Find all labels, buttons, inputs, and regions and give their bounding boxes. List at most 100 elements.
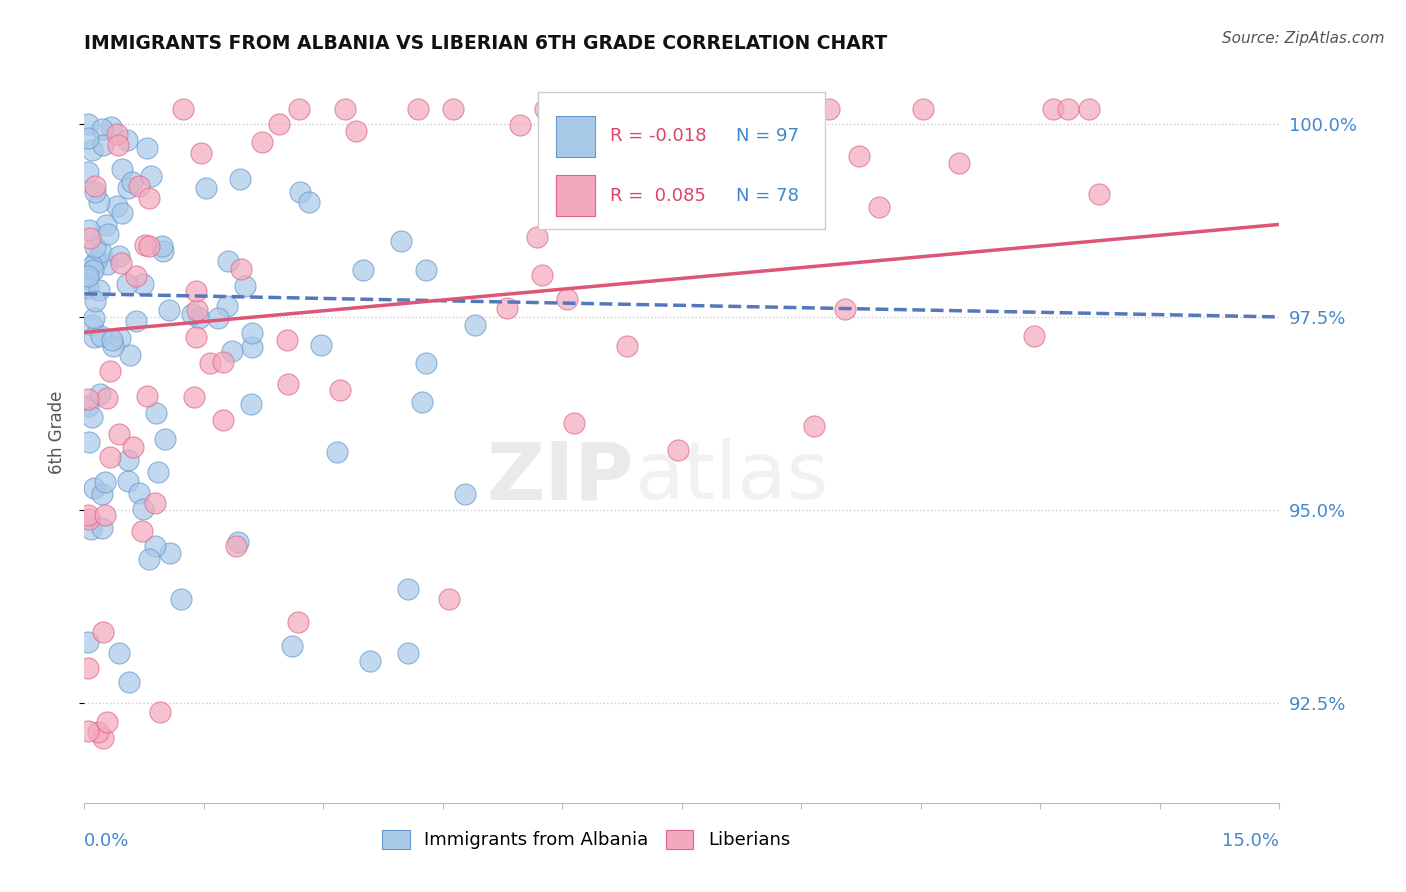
Point xyxy=(111,161,134,176)
Point xyxy=(172,102,194,116)
Point xyxy=(121,175,143,189)
Point xyxy=(159,546,181,560)
Point xyxy=(221,343,243,358)
Point xyxy=(79,231,101,245)
Point xyxy=(1057,102,1080,116)
Point xyxy=(84,293,107,308)
Point xyxy=(83,186,105,200)
Point xyxy=(198,356,221,370)
Point xyxy=(110,256,132,270)
Point xyxy=(98,450,121,464)
Point xyxy=(1022,328,1045,343)
Point xyxy=(96,257,118,271)
Point xyxy=(540,135,562,149)
Point xyxy=(834,301,856,316)
Point xyxy=(91,731,114,745)
Point xyxy=(90,487,112,501)
FancyBboxPatch shape xyxy=(557,176,595,216)
Point xyxy=(186,284,208,298)
Point xyxy=(84,240,107,254)
Text: 15.0%: 15.0% xyxy=(1222,832,1279,850)
Point xyxy=(287,102,309,116)
Point xyxy=(107,137,129,152)
Point xyxy=(82,143,104,157)
Point xyxy=(415,263,437,277)
Point xyxy=(509,118,531,132)
Point xyxy=(207,310,229,325)
Point xyxy=(225,539,247,553)
Point xyxy=(948,156,970,170)
Point xyxy=(415,356,437,370)
Point xyxy=(77,165,100,179)
Point xyxy=(276,333,298,347)
Text: R = -0.018: R = -0.018 xyxy=(610,128,707,145)
Point xyxy=(496,301,519,315)
Point xyxy=(90,245,112,260)
Point xyxy=(138,551,160,566)
Point xyxy=(169,592,191,607)
Point xyxy=(90,329,112,343)
Point xyxy=(280,639,302,653)
Point xyxy=(752,175,775,189)
Point xyxy=(153,433,176,447)
Point xyxy=(235,278,257,293)
Point xyxy=(124,269,146,284)
Point xyxy=(269,117,291,131)
Point xyxy=(80,260,103,274)
Text: ZIP: ZIP xyxy=(486,438,634,516)
Point xyxy=(454,487,477,501)
Point xyxy=(792,102,814,116)
Point xyxy=(240,340,263,354)
Point xyxy=(1088,187,1111,202)
Point xyxy=(212,412,235,426)
Point xyxy=(464,318,486,333)
Point xyxy=(396,646,419,660)
FancyBboxPatch shape xyxy=(557,116,595,157)
Point xyxy=(1042,102,1064,116)
Point xyxy=(118,675,141,690)
Point xyxy=(125,314,148,328)
Y-axis label: 6th Grade: 6th Grade xyxy=(48,391,66,475)
Point xyxy=(803,418,825,433)
Point xyxy=(96,218,118,232)
Point xyxy=(150,239,173,253)
Point xyxy=(128,486,150,500)
Point xyxy=(77,280,100,294)
Point xyxy=(111,206,134,220)
Point xyxy=(96,714,118,729)
Point xyxy=(616,339,638,353)
Point xyxy=(277,377,299,392)
Point xyxy=(353,262,375,277)
Point xyxy=(188,311,211,326)
Point xyxy=(77,511,100,525)
Point xyxy=(136,141,159,155)
Point xyxy=(250,135,273,149)
Point xyxy=(298,195,321,210)
Point xyxy=(87,195,110,210)
Point xyxy=(146,465,169,479)
Point xyxy=(912,102,935,116)
Point xyxy=(217,253,239,268)
Point xyxy=(309,337,332,351)
Point xyxy=(93,508,115,522)
Point xyxy=(77,392,100,406)
Point xyxy=(117,474,139,488)
Point xyxy=(84,179,107,194)
Point xyxy=(87,725,110,739)
Point xyxy=(333,102,356,116)
Point xyxy=(138,239,160,253)
Point xyxy=(132,501,155,516)
Point xyxy=(77,508,100,522)
Point xyxy=(759,125,782,139)
Point xyxy=(562,416,585,430)
Point xyxy=(240,397,263,411)
Point xyxy=(79,522,101,536)
Point xyxy=(83,330,105,344)
Point xyxy=(555,292,578,306)
Point xyxy=(98,364,121,378)
Point xyxy=(82,263,104,277)
Point xyxy=(139,169,162,184)
Text: R =  0.085: R = 0.085 xyxy=(610,186,706,204)
Point xyxy=(186,303,208,318)
Point xyxy=(91,138,114,153)
